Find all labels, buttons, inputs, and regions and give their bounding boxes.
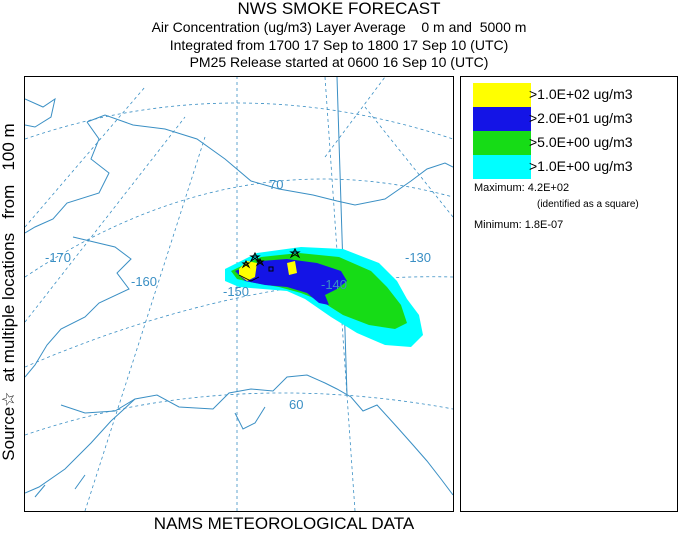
lon-label-170: -170 <box>45 250 71 265</box>
lon-label-160: -160 <box>131 274 157 289</box>
maximum-note: (identified as a square) <box>537 199 639 210</box>
plume-level-1b <box>287 261 297 275</box>
lon-label-130: -130 <box>405 250 431 265</box>
page-title: NWS SMOKE FORECAST <box>237 0 441 18</box>
release-start: PM25 Release started at 0600 16 Sep 10 (… <box>189 54 489 70</box>
legend-label: >2.0E+01 ug/m3 <box>529 110 633 126</box>
legend-item-4: >1.0E+00 ug/m3 <box>473 155 673 179</box>
smoke-map[interactable]: -170 -160 -150 -140 -130 70 60 <box>25 77 453 511</box>
source-side-label: Source☆ at multiple locations from 100 m <box>0 123 18 461</box>
map-panel[interactable]: -170 -160 -150 -140 -130 70 60 <box>24 76 454 512</box>
legend-label: >1.0E+00 ug/m3 <box>529 158 633 174</box>
legend-swatch <box>473 131 531 155</box>
lat-label-60: 60 <box>289 397 303 412</box>
legend-item-3: >5.0E+00 ug/m3 <box>473 131 673 155</box>
legend-panel: >1.0E+02 ug/m3 >2.0E+01 ug/m3 >5.0E+00 u… <box>460 76 678 512</box>
maximum-square <box>268 266 274 272</box>
plume-level-2 <box>235 259 347 305</box>
source-markers <box>241 247 301 269</box>
graticule-labels: -170 -160 -150 -140 -130 70 60 <box>45 177 431 412</box>
meteorological-data-label: NAMS METEOROLOGICAL DATA <box>153 514 415 533</box>
lat-label-70: 70 <box>269 177 283 192</box>
border-line <box>336 77 348 396</box>
legend-item-1: >1.0E+02 ug/m3 <box>473 83 673 107</box>
maximum-value: Maximum: 4.2E+02 <box>474 182 570 194</box>
minimum-value: Minimum: 1.8E-07 <box>474 219 564 231</box>
legend-swatch <box>473 107 531 131</box>
coastline <box>25 97 453 498</box>
legend-swatch <box>473 155 531 179</box>
lon-label-150: -150 <box>223 284 249 299</box>
legend-swatch <box>473 83 531 107</box>
legend-item-2: >2.0E+01 ug/m3 <box>473 107 673 131</box>
product-description: Air Concentration (ug/m3) Layer Average … <box>151 19 527 35</box>
integration-period: Integrated from 1700 17 Sep to 1800 17 S… <box>169 37 509 53</box>
lon-label-140: -140 <box>321 277 347 292</box>
legend-label: >5.0E+00 ug/m3 <box>529 134 633 150</box>
smoke-plume <box>225 247 423 347</box>
legend-label: >1.0E+02 ug/m3 <box>529 86 633 102</box>
